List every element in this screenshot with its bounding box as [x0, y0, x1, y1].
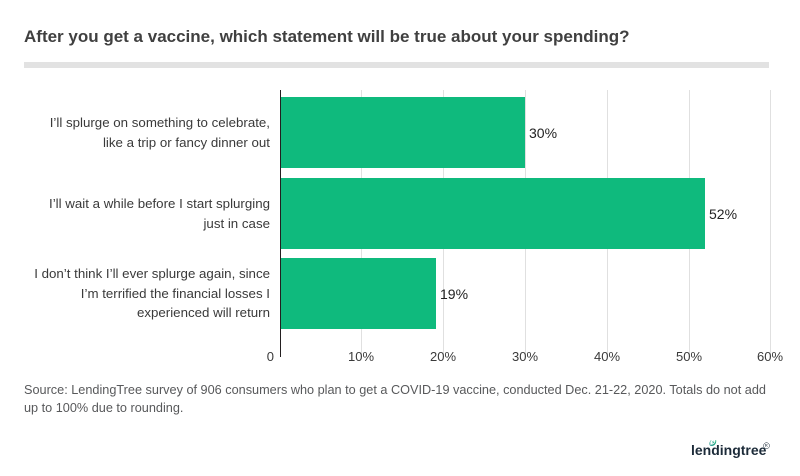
svg-text:R: R [765, 443, 768, 448]
svg-text:lendingtree: lendingtree [691, 442, 767, 458]
